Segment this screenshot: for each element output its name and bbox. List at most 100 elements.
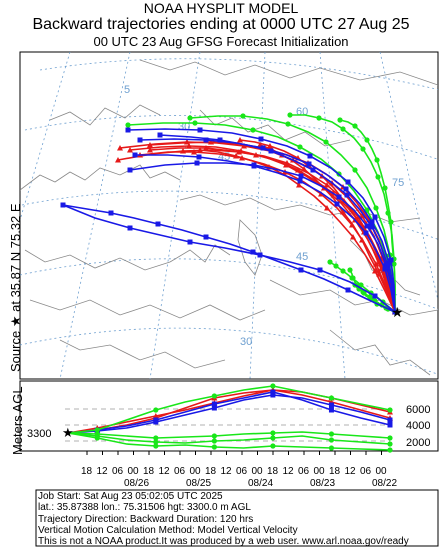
trajectory-marker — [352, 167, 358, 173]
coastlines — [20, 59, 438, 376]
trajectory-marker — [334, 201, 340, 207]
trajectory-marker — [155, 221, 161, 227]
trajectory-marker — [328, 431, 335, 437]
green-trajectory-line — [339, 119, 396, 312]
trajectory-marker — [296, 182, 302, 188]
info-box — [35, 489, 439, 547]
height-tick-2000: 2000 — [406, 437, 430, 449]
height-trajectories: ★ — [62, 383, 393, 453]
lat-label-30: 30 — [240, 336, 252, 348]
trajectory-marker — [328, 395, 335, 401]
trajectory-marker — [337, 117, 343, 123]
date-tick-label: 08/23 — [310, 478, 335, 489]
trajectory-marker — [387, 435, 393, 441]
trajectory-marker — [240, 113, 246, 119]
trajectory-marker — [345, 287, 351, 293]
height-start-star: ★ — [62, 425, 74, 440]
trajectory-marker — [364, 223, 370, 229]
hour-tick-label: 06 — [298, 466, 310, 477]
trajectory-marker — [211, 401, 217, 407]
trajectory-marker — [153, 417, 159, 423]
green-height-line — [67, 431, 391, 439]
trajectory-marker — [267, 143, 273, 149]
trajectory-marker — [340, 126, 346, 132]
trajectory-marker — [388, 257, 394, 263]
trajectory-marker — [287, 112, 293, 118]
trajectory-marker — [127, 167, 133, 173]
trajectory-marker — [137, 137, 143, 143]
trajectory-marker — [194, 160, 200, 166]
hour-tick-label: 12 — [97, 466, 109, 477]
trajectory-marker — [391, 261, 397, 267]
lat-label-60: 60 — [296, 106, 308, 118]
trajectory-marker — [361, 290, 367, 296]
trajectory-marker — [257, 252, 263, 258]
trajectory-marker — [191, 149, 197, 155]
hour-tick-label: 00 — [190, 466, 202, 477]
trajectory-marker — [307, 153, 313, 159]
hour-tick-label: 18 — [267, 466, 279, 477]
trajectory-marker — [270, 389, 276, 395]
trajectory-marker — [372, 293, 378, 299]
trajectory-marker — [251, 163, 257, 169]
blue-trajectory-line — [139, 138, 396, 313]
info-method: Vertical Motion Calculation Method: Mode… — [38, 525, 298, 536]
trajectory-marker — [270, 435, 276, 441]
trajectory-marker — [364, 137, 370, 143]
trajectory-marker — [270, 392, 276, 398]
height-panel: ★ 6000 4000 2000 3300 18 12 06 00 18 12 06 00 18… — [19, 380, 439, 489]
trajectory-title: Backward trajectories ending at 0000 UTC… — [32, 16, 410, 33]
trajectory-marker — [127, 147, 133, 153]
height-tick-6000: 6000 — [406, 404, 430, 416]
trajectory-marker — [260, 145, 266, 151]
trajectory-marker — [250, 127, 256, 133]
trajectory-marker — [382, 185, 388, 191]
trajectory-marker — [197, 127, 203, 133]
trajectory-marker — [385, 263, 391, 269]
longitude-gridlines — [20, 52, 438, 379]
hour-tick-label: 00 — [252, 466, 264, 477]
trajectory-marker — [328, 407, 334, 413]
hour-tick-label: 12 — [159, 466, 171, 477]
trajectory-marker — [203, 145, 209, 151]
trajectory-marker — [211, 405, 217, 411]
trajectory-marker — [192, 120, 198, 126]
trajectory-marker — [132, 152, 138, 158]
hour-tick-label: 06 — [112, 466, 124, 477]
trajectory-marker — [359, 237, 365, 243]
trajectory-marker — [295, 167, 301, 173]
trajectory-marker — [157, 132, 163, 138]
lon-label-5: 5 — [124, 84, 130, 96]
trajectory-marker — [285, 121, 291, 127]
trajectory-marker — [360, 146, 366, 152]
trajectory-marker — [387, 407, 393, 413]
trajectory-marker — [208, 139, 214, 145]
trajectory-marker — [108, 210, 114, 216]
hour-tick-label: 18 — [205, 466, 217, 477]
hour-tick-label: 18 — [81, 466, 93, 477]
trajectory-marker — [318, 191, 324, 197]
source-star-marker: ★ — [391, 304, 404, 320]
hour-tick-label: 18 — [329, 466, 341, 477]
trajectory-marker — [310, 167, 316, 173]
trajectory-marker — [94, 431, 100, 437]
trajectory-marker — [258, 136, 264, 142]
red-trajectory-line — [199, 149, 396, 313]
trajectory-marker — [345, 179, 351, 185]
trajectory-marker — [327, 259, 333, 265]
trajectory-marker — [217, 137, 223, 143]
trajectory-marker — [386, 260, 392, 266]
info-job-start: Job Start: Sat Aug 23 05:02:05 UTC 2025 — [38, 491, 223, 502]
blue-trajectory-line — [135, 154, 396, 313]
trajectory-marker — [203, 234, 209, 240]
trajectory-marker — [369, 219, 375, 225]
height-axis-labels: 6000 4000 2000 3300 — [27, 404, 430, 449]
trajectory-marker — [374, 157, 380, 163]
trajectory-marker — [125, 127, 131, 133]
trajectory-marker — [372, 214, 378, 220]
hour-tick-label: 06 — [236, 466, 248, 477]
info-coordinates: lat.: 35.87388 lon.: 75.31506 hgt: 3300.… — [38, 502, 251, 513]
trajectory-marker — [197, 147, 203, 153]
trajectory-marker — [350, 275, 356, 281]
trajectory-marker — [203, 137, 209, 143]
